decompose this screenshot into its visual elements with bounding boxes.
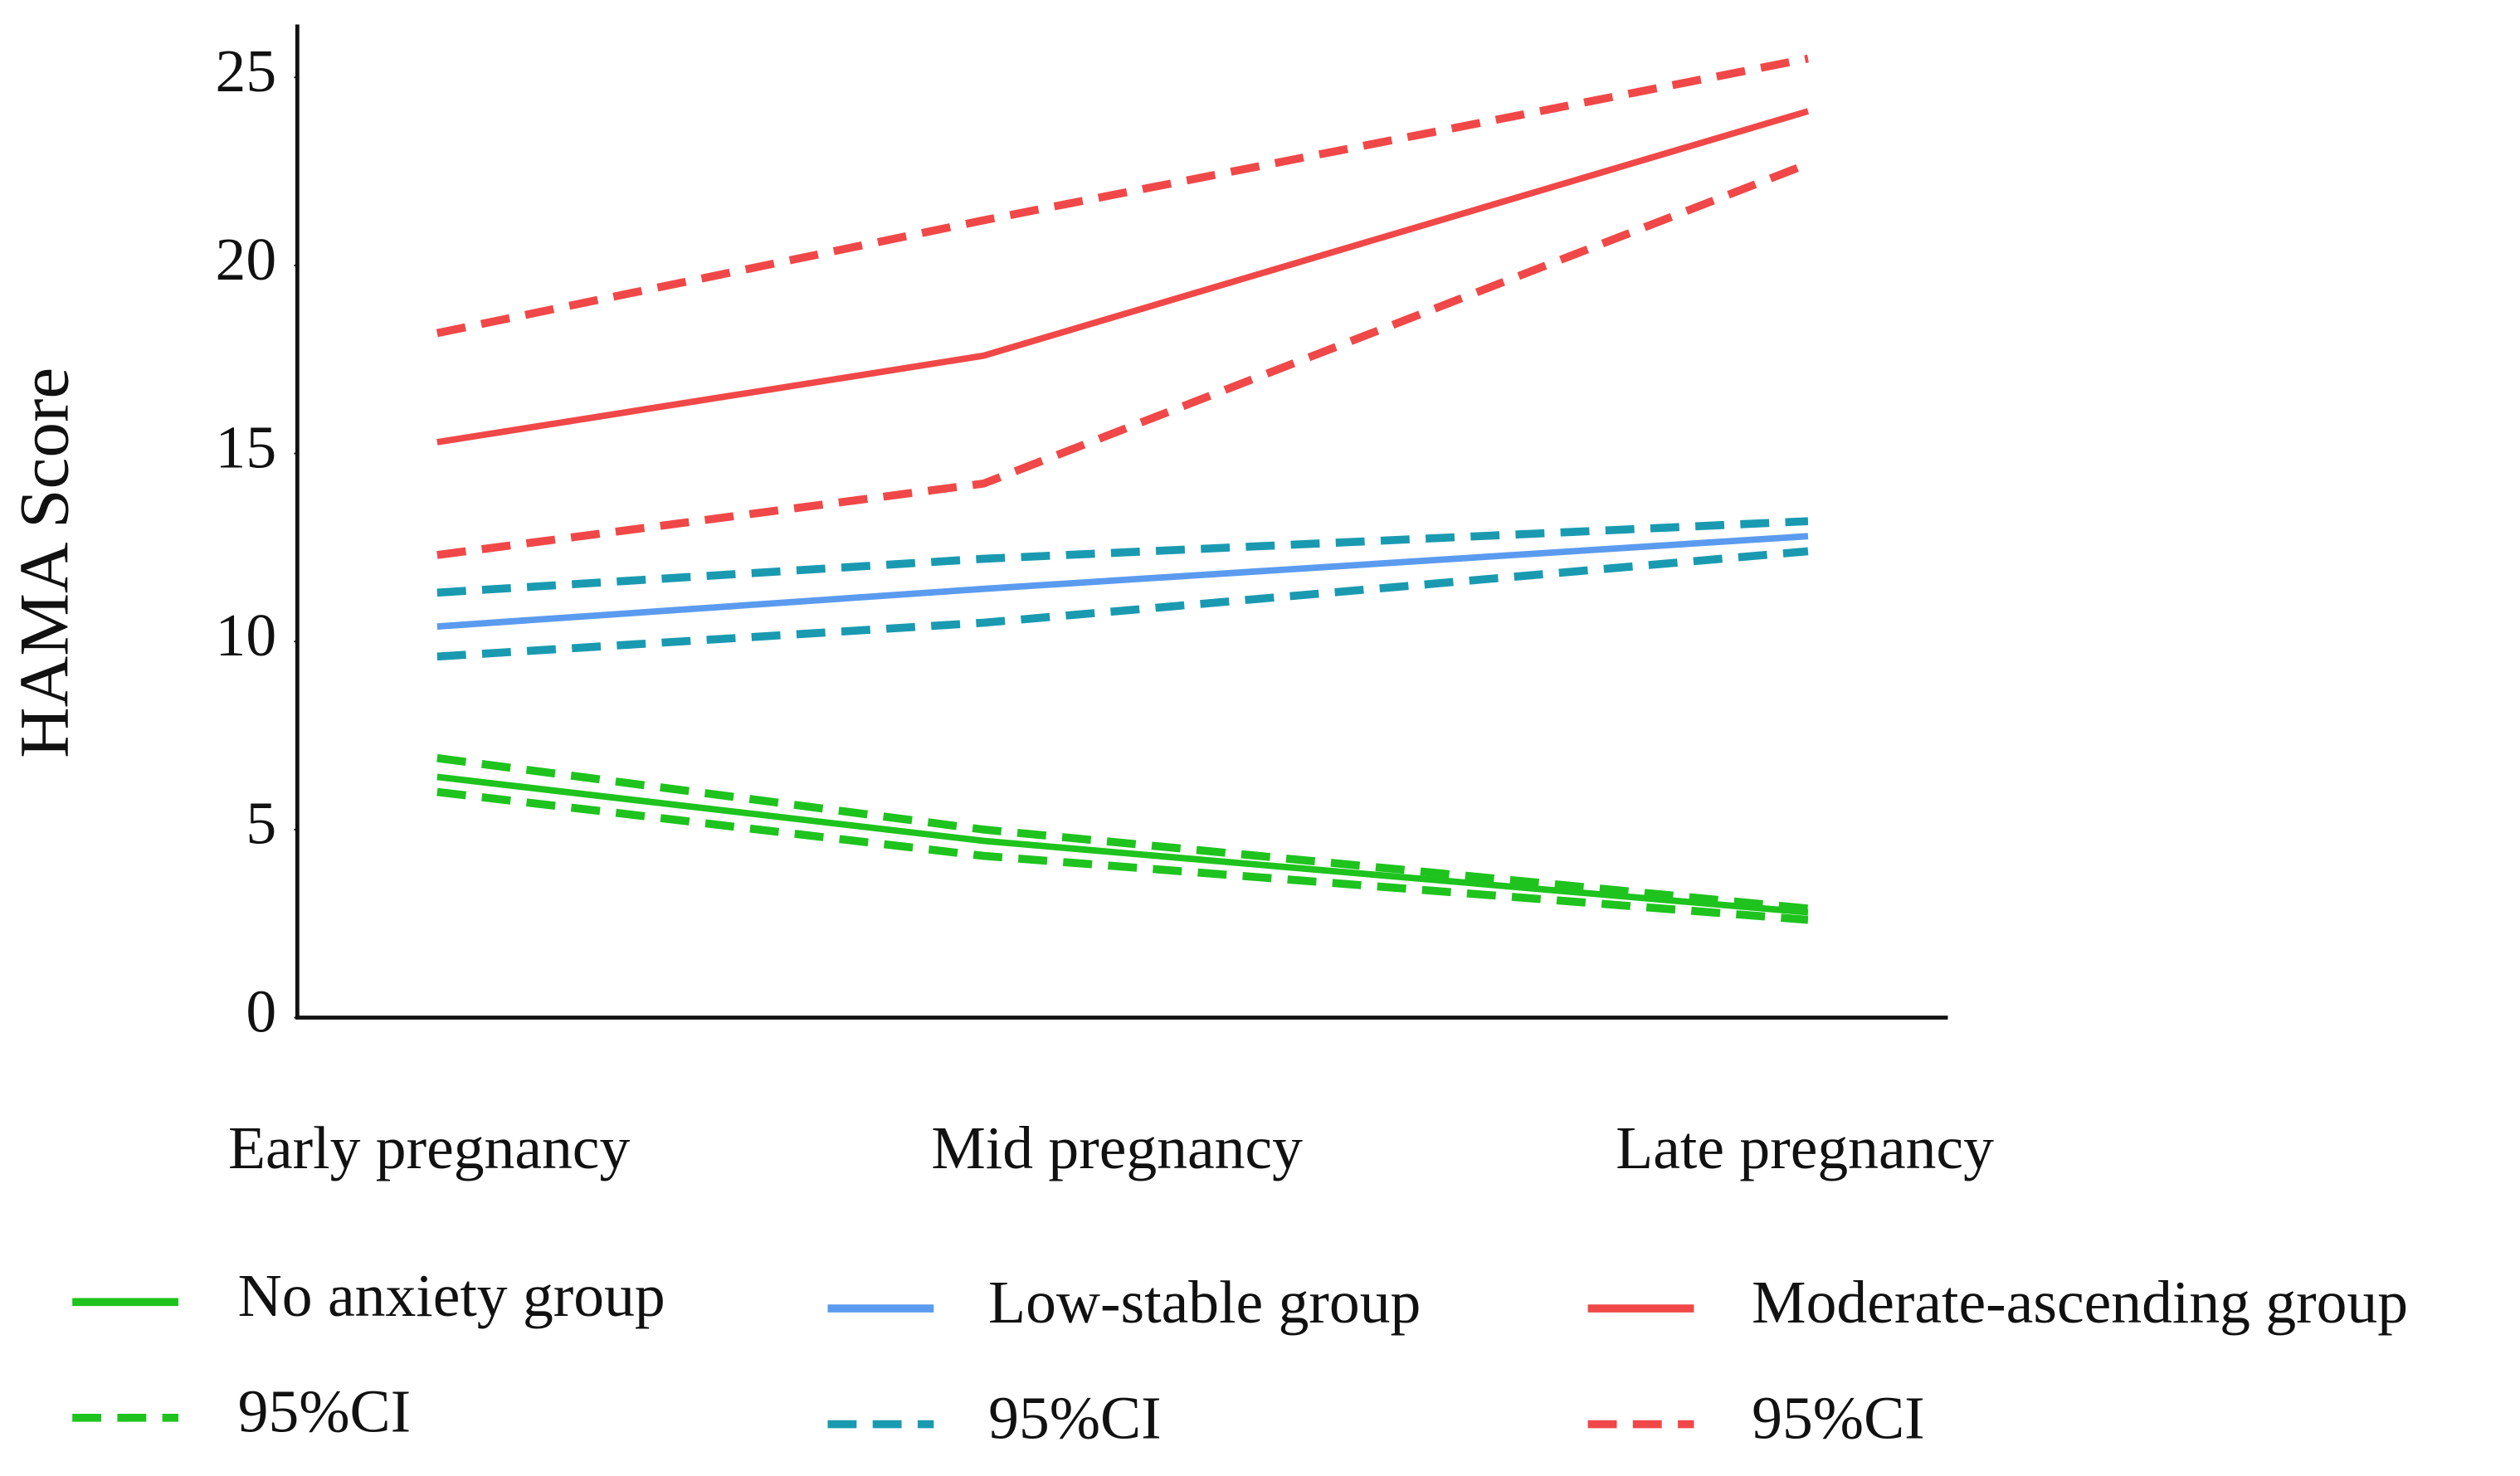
x-tick-label: Late pregnancy — [1616, 1113, 1994, 1181]
x-tick-label: Early pregnancy — [228, 1113, 630, 1181]
x-tick-label: Mid pregnancy — [931, 1113, 1303, 1181]
legend-label: 95%CI — [988, 1383, 1162, 1451]
legend-label: 95%CI — [238, 1377, 412, 1445]
ci-line — [436, 54, 1809, 338]
y-tick-label: 5 — [246, 789, 276, 857]
series-line — [436, 108, 1810, 446]
ci-line — [436, 517, 1809, 597]
series-line — [436, 533, 1809, 630]
y-tick-label: 15 — [216, 412, 277, 480]
legend-label: Moderate-ascending group — [1752, 1268, 2408, 1336]
legend-label: No anxiety group — [238, 1261, 665, 1329]
legend-label: 95%CI — [1752, 1383, 1924, 1451]
y-tick-label: 20 — [216, 225, 277, 293]
ci-line — [436, 160, 1810, 559]
y-axis-label: HAMA Score — [6, 368, 84, 758]
ci-line — [436, 547, 1809, 661]
legend-label: Low-stable group — [988, 1268, 1421, 1336]
y-tick-label: 0 — [246, 977, 276, 1045]
series-line — [436, 773, 1809, 916]
ci-line — [436, 753, 1809, 913]
y-tick-label: 25 — [216, 37, 277, 105]
y-tick-label: 10 — [216, 601, 277, 669]
ci-line — [436, 787, 1809, 924]
